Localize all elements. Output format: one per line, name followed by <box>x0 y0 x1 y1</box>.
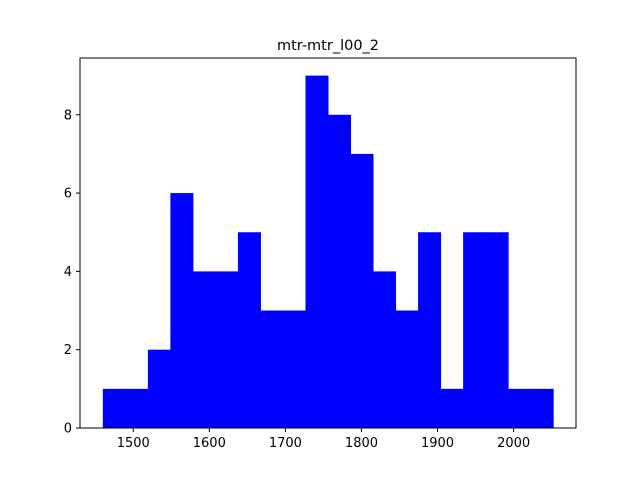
bars-layer <box>102 75 554 429</box>
x-tick-label: 1800 <box>345 436 378 451</box>
histogram-bar <box>215 271 239 428</box>
histogram-bar <box>530 388 554 428</box>
histogram-bar <box>373 271 397 428</box>
histogram-bar <box>260 310 284 428</box>
histogram-bar <box>192 271 216 428</box>
histogram-bar <box>282 310 306 428</box>
histogram-bar <box>328 114 352 428</box>
x-tick-label: 1500 <box>117 436 150 451</box>
y-tick-label: 6 <box>64 187 72 202</box>
histogram-bar <box>237 232 261 428</box>
histogram-bar <box>125 388 149 428</box>
histogram-bar <box>395 310 419 428</box>
chart-title: mtr-mtr_l00_2 <box>277 38 379 54</box>
histogram-bar <box>485 232 509 428</box>
histogram-bar <box>102 388 126 428</box>
histogram-bar <box>305 75 329 428</box>
x-tick-label: 2000 <box>497 436 530 451</box>
plot-frame <box>79 57 577 429</box>
y-tick-label: 2 <box>64 343 72 358</box>
histogram-bar <box>463 232 487 428</box>
x-tick-label: 1700 <box>269 436 302 451</box>
y-tick-label: 0 <box>64 422 72 437</box>
y-axis: 0 2 4 6 8 <box>64 108 80 437</box>
histogram-bar <box>147 349 171 428</box>
x-tick-label: 1600 <box>193 436 226 451</box>
x-tick-label: 1900 <box>421 436 454 451</box>
histogram-bar <box>350 153 374 429</box>
histogram-bar <box>418 232 442 428</box>
y-tick-label: 4 <box>64 265 72 280</box>
histogram-bar <box>440 388 464 428</box>
x-axis: 1500 1600 1700 1800 1900 2000 <box>117 428 530 451</box>
histogram-bar <box>508 388 532 428</box>
y-tick-label: 8 <box>64 108 72 123</box>
histogram-bar <box>170 193 194 428</box>
